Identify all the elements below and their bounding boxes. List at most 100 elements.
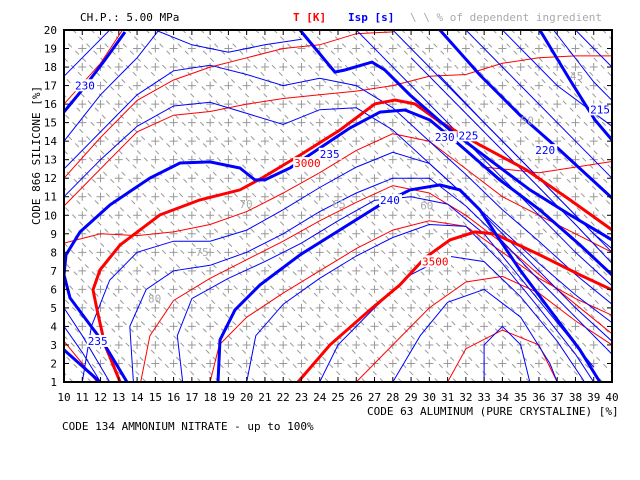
dependent-ingredient-line — [200, 30, 549, 382]
x-tick-label: 30 — [423, 391, 436, 404]
grid-plus-marker — [498, 81, 507, 90]
grid-plus-marker — [114, 100, 123, 109]
dependent-ingredient-line — [64, 186, 257, 382]
grid-plus-marker — [133, 322, 142, 331]
temperature-contour-minor — [64, 133, 612, 253]
grid-plus-marker — [480, 322, 489, 331]
grid-plus-marker — [498, 118, 507, 127]
grid-plus-marker — [534, 44, 543, 53]
grid-plus-marker — [151, 137, 160, 146]
grid-plus-marker — [78, 211, 87, 220]
grid-plus-marker — [133, 137, 142, 146]
grid-plus-marker — [114, 303, 123, 312]
dependent-contour-label: 80 — [148, 292, 161, 305]
x-tick-label: 39 — [587, 391, 600, 404]
grid-plus-marker — [571, 192, 580, 201]
dependent-contour-label: 60 — [420, 200, 433, 213]
grid-plus-marker — [352, 174, 361, 183]
grid-plus-marker — [425, 285, 434, 294]
grid-plus-marker — [443, 192, 452, 201]
dependent-ingredient-legend: \ \ % of dependent ingredient — [410, 11, 603, 24]
grid-plus-marker — [553, 44, 562, 53]
grid-plus-marker — [224, 359, 233, 368]
grid-plus-marker — [114, 63, 123, 72]
dependent-ingredient-line — [621, 30, 640, 382]
dependent-ingredient-line — [163, 30, 512, 382]
grid-plus-marker — [169, 211, 178, 220]
grid-plus-marker — [516, 229, 525, 238]
x-tick-label: 11 — [76, 391, 89, 404]
grid-plus-marker — [589, 340, 598, 349]
grid-plus-marker — [370, 118, 379, 127]
grid-plus-marker — [206, 137, 215, 146]
grid-plus-marker — [589, 192, 598, 201]
grid-plus-marker — [169, 155, 178, 164]
grid-plus-marker — [334, 137, 342, 146]
grid-plus-marker — [425, 81, 434, 90]
grid-plus-marker — [461, 174, 470, 183]
grid-plus-marker — [461, 359, 470, 368]
grid-plus-marker — [224, 229, 233, 238]
grid-plus-marker — [78, 155, 87, 164]
grid-plus-marker — [461, 322, 470, 331]
grid-plus-marker — [315, 340, 324, 349]
x-tick-label: 38 — [569, 391, 582, 404]
temperature-contour-minor — [140, 185, 612, 382]
dependent-ingredient-line — [547, 30, 612, 96]
grid-plus-marker — [151, 192, 160, 201]
grid-plus-marker — [425, 211, 434, 220]
grid-plus-marker — [169, 322, 178, 331]
x-tick-label: 24 — [313, 391, 327, 404]
grid-plus-marker — [151, 44, 160, 53]
isp-contour-label: 230 — [75, 79, 95, 92]
isp-contour-label: 215 — [590, 103, 610, 116]
grid-plus-marker — [242, 340, 251, 349]
grid-plus-marker — [260, 63, 269, 72]
grid-plus-marker — [279, 63, 288, 72]
grid-plus-marker — [133, 340, 142, 349]
x-tick-label: 23 — [295, 391, 308, 404]
grid-plus-marker — [169, 63, 178, 72]
dependent-ingredient-line — [64, 112, 330, 382]
grid-plus-marker — [133, 63, 142, 72]
grid-plus-marker — [187, 359, 196, 368]
temperature-contour-label-bg — [421, 255, 452, 268]
grid-plus-marker — [96, 81, 105, 90]
grid-plus-marker — [553, 63, 562, 72]
grid-plus-marker — [480, 63, 489, 72]
grid-plus-marker — [187, 118, 196, 127]
grid-plus-marker — [571, 322, 580, 331]
x-tick-label: 10 — [57, 391, 70, 404]
grid-plus-marker — [443, 211, 452, 220]
isp-contour-minor — [155, 30, 302, 53]
grid-plus-marker — [425, 44, 434, 53]
grid-plus-marker — [260, 81, 269, 90]
isp-contour-minor — [392, 288, 558, 382]
y-tick-label: 12 — [44, 172, 57, 185]
grid-plus-marker — [461, 44, 470, 53]
dependent-contour-label: 70 — [239, 198, 252, 211]
grid-plus-marker — [425, 155, 434, 164]
grid-plus-marker — [187, 229, 196, 238]
grid-plus-marker — [260, 118, 269, 127]
grid-plus-marker — [96, 174, 105, 183]
grid-plus-marker — [480, 100, 489, 109]
grid-plus-marker — [242, 174, 251, 183]
temperature-contour-minor — [64, 31, 393, 179]
grid-plus-marker — [589, 248, 598, 257]
grid-plus-marker — [425, 229, 434, 238]
axes: 10 11 12 13 14 15 16 17 18 19 20 21 22 23 24 25 26 27 28 29… — [44, 24, 619, 404]
grid-plus-marker — [334, 359, 342, 368]
grid-plus-marker — [425, 266, 434, 275]
grid-plus-marker — [187, 44, 196, 53]
grid-plus-marker — [498, 359, 507, 368]
x-tick-label: 29 — [404, 391, 417, 404]
grid-plus-marker — [334, 266, 342, 275]
grid-plus-marker — [133, 174, 142, 183]
grid-plus-marker — [242, 192, 251, 201]
temperature-contour-label: 3500 — [422, 255, 449, 268]
grid-plus-marker — [96, 285, 105, 294]
x-axis-title: CODE 63 ALUMINUM (PURE CRYSTALINE) [%] — [367, 405, 619, 418]
dependent-ingredient-line — [64, 242, 202, 382]
grid-plus-marker — [78, 100, 87, 109]
